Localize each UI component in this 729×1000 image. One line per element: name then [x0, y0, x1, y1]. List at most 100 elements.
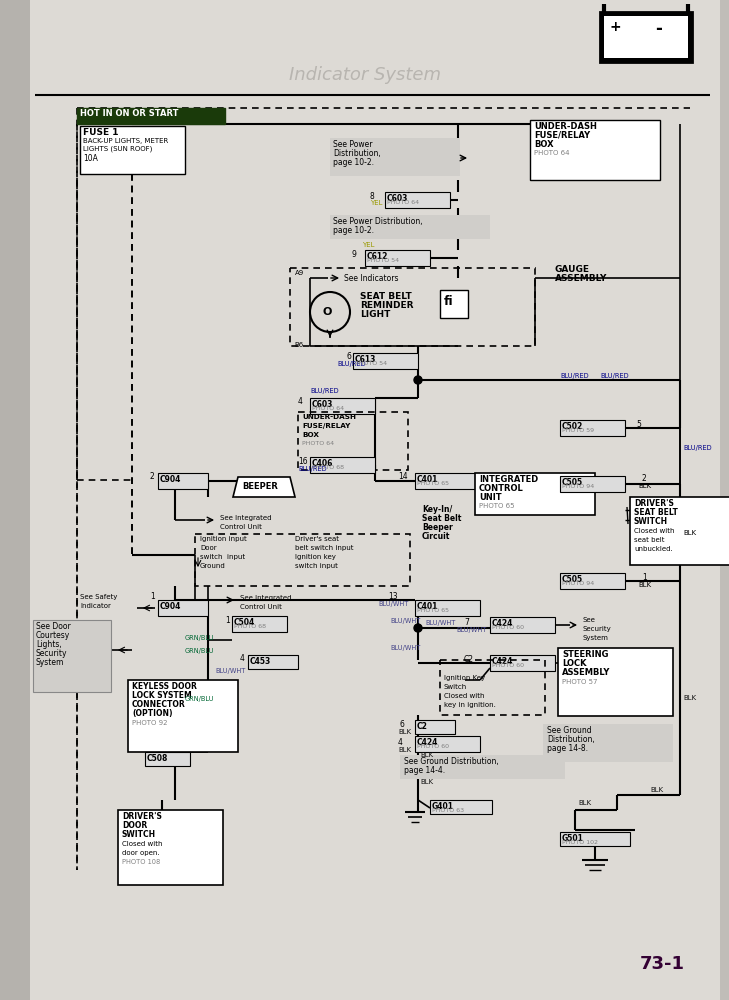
- Text: Ignition input: Ignition input: [200, 536, 246, 542]
- Text: Distribution,: Distribution,: [333, 149, 381, 158]
- Bar: [365, 250, 430, 266]
- Text: REMINDER: REMINDER: [360, 301, 413, 310]
- Text: PHOTO 65: PHOTO 65: [479, 503, 515, 509]
- Text: page 10-2.: page 10-2.: [333, 226, 374, 235]
- Bar: [720, 0, 729, 1000]
- Bar: [385, 192, 450, 208]
- Text: PHOTO 64: PHOTO 64: [534, 150, 569, 156]
- Bar: [600, 12, 692, 62]
- Text: PHOTO 54: PHOTO 54: [355, 361, 387, 366]
- Bar: [400, 755, 565, 779]
- Text: C2: C2: [464, 655, 474, 664]
- Text: Ground: Ground: [200, 563, 226, 569]
- Text: page 14-8.: page 14-8.: [547, 744, 588, 753]
- Text: BLK: BLK: [398, 747, 411, 753]
- Text: PHOTO 108: PHOTO 108: [122, 859, 160, 865]
- Bar: [490, 617, 555, 633]
- Bar: [415, 473, 480, 489]
- Text: PHOTO 92: PHOTO 92: [132, 720, 168, 726]
- Text: Courtesy: Courtesy: [36, 631, 70, 640]
- Text: STEERING: STEERING: [562, 650, 609, 659]
- Text: See Integrated: See Integrated: [240, 595, 292, 601]
- Text: SEAT BELT: SEAT BELT: [360, 292, 412, 301]
- Text: Ignition key: Ignition key: [295, 554, 336, 560]
- Text: BLK: BLK: [638, 483, 651, 489]
- Text: PHOTO 64: PHOTO 64: [312, 406, 344, 411]
- Bar: [0, 0, 28, 1000]
- Text: LOCK SYSTEM: LOCK SYSTEM: [132, 691, 192, 700]
- Text: 16: 16: [298, 457, 308, 466]
- Text: DRIVER'S: DRIVER'S: [122, 812, 162, 821]
- Text: See Safety: See Safety: [80, 594, 117, 600]
- Text: BLU/RED: BLU/RED: [310, 388, 339, 394]
- Text: seat belt: seat belt: [634, 537, 665, 543]
- Text: LIGHT: LIGHT: [360, 310, 390, 319]
- Text: Switch: Switch: [444, 684, 467, 690]
- Text: BLU/RED: BLU/RED: [560, 373, 588, 379]
- Bar: [195, 534, 410, 586]
- Text: PHOTO 57: PHOTO 57: [562, 679, 598, 685]
- Text: BOX: BOX: [534, 140, 553, 149]
- Text: See Indicators: See Indicators: [344, 274, 399, 283]
- Text: PHOTO 68: PHOTO 68: [312, 465, 344, 470]
- Text: 73-1: 73-1: [640, 955, 685, 973]
- Text: C603: C603: [387, 194, 408, 203]
- Bar: [440, 290, 468, 318]
- Text: (OPTION): (OPTION): [132, 709, 173, 718]
- Bar: [118, 810, 223, 885]
- Bar: [415, 720, 455, 734]
- Text: 2: 2: [150, 472, 155, 481]
- Text: BLK: BLK: [683, 695, 696, 701]
- Text: C424: C424: [417, 738, 438, 747]
- Text: UNDER-DASH: UNDER-DASH: [302, 414, 356, 420]
- Text: B6: B6: [294, 342, 303, 348]
- Text: C504: C504: [234, 618, 255, 627]
- Text: switch input: switch input: [295, 563, 338, 569]
- Text: 1: 1: [225, 616, 230, 625]
- Text: BLK: BLK: [650, 787, 663, 793]
- Text: GRN/BLU: GRN/BLU: [185, 635, 214, 641]
- Text: Closed with: Closed with: [122, 841, 163, 847]
- Text: C401: C401: [417, 475, 438, 484]
- Text: PHOTO 64: PHOTO 64: [387, 200, 419, 205]
- Text: BLK: BLK: [683, 530, 696, 536]
- Text: unbuckled.: unbuckled.: [634, 546, 673, 552]
- Text: C904: C904: [160, 602, 182, 611]
- Text: PHOTO 59: PHOTO 59: [562, 428, 594, 433]
- Text: 9: 9: [352, 250, 357, 259]
- Text: BLU/WHT: BLU/WHT: [390, 645, 421, 651]
- Text: BLU/WHT: BLU/WHT: [378, 601, 408, 607]
- Text: GRN/BLU: GRN/BLU: [185, 696, 214, 702]
- Bar: [290, 268, 535, 346]
- Text: System: System: [36, 658, 64, 667]
- Text: C505: C505: [562, 478, 583, 487]
- Text: O: O: [323, 307, 332, 317]
- Text: C505: C505: [562, 575, 583, 584]
- Text: PHOTO 68: PHOTO 68: [234, 624, 266, 629]
- Text: GAUGE: GAUGE: [555, 265, 590, 274]
- Text: page 10-2.: page 10-2.: [333, 158, 374, 167]
- Text: C424: C424: [492, 657, 513, 666]
- Text: CONNECTOR: CONNECTOR: [132, 700, 186, 709]
- Text: fi: fi: [444, 295, 453, 308]
- Bar: [560, 573, 625, 589]
- Text: ASSEMBLY: ASSEMBLY: [555, 274, 607, 283]
- Text: PHOTO 60: PHOTO 60: [417, 744, 449, 749]
- Text: Door: Door: [200, 545, 217, 551]
- Text: C401: C401: [417, 602, 438, 611]
- Text: PHOTO 102: PHOTO 102: [562, 840, 598, 845]
- Text: belt switch input: belt switch input: [295, 545, 354, 551]
- Text: BLU/WHT: BLU/WHT: [215, 668, 246, 674]
- Text: Circuit: Circuit: [422, 532, 451, 541]
- Text: Key-In/: Key-In/: [422, 505, 452, 514]
- Text: See Ground Distribution,: See Ground Distribution,: [404, 757, 499, 766]
- Text: 10A: 10A: [83, 154, 98, 163]
- Text: 2: 2: [642, 474, 647, 483]
- Text: UNDER-DASH: UNDER-DASH: [534, 122, 597, 131]
- Text: YEL: YEL: [362, 242, 375, 248]
- Text: PHOTO 65: PHOTO 65: [417, 481, 449, 486]
- Bar: [415, 600, 480, 616]
- Text: BLK: BLK: [420, 779, 433, 785]
- Text: page 14-4.: page 14-4.: [404, 766, 445, 775]
- Text: LIGHTS (SUN ROOF): LIGHTS (SUN ROOF): [83, 146, 152, 152]
